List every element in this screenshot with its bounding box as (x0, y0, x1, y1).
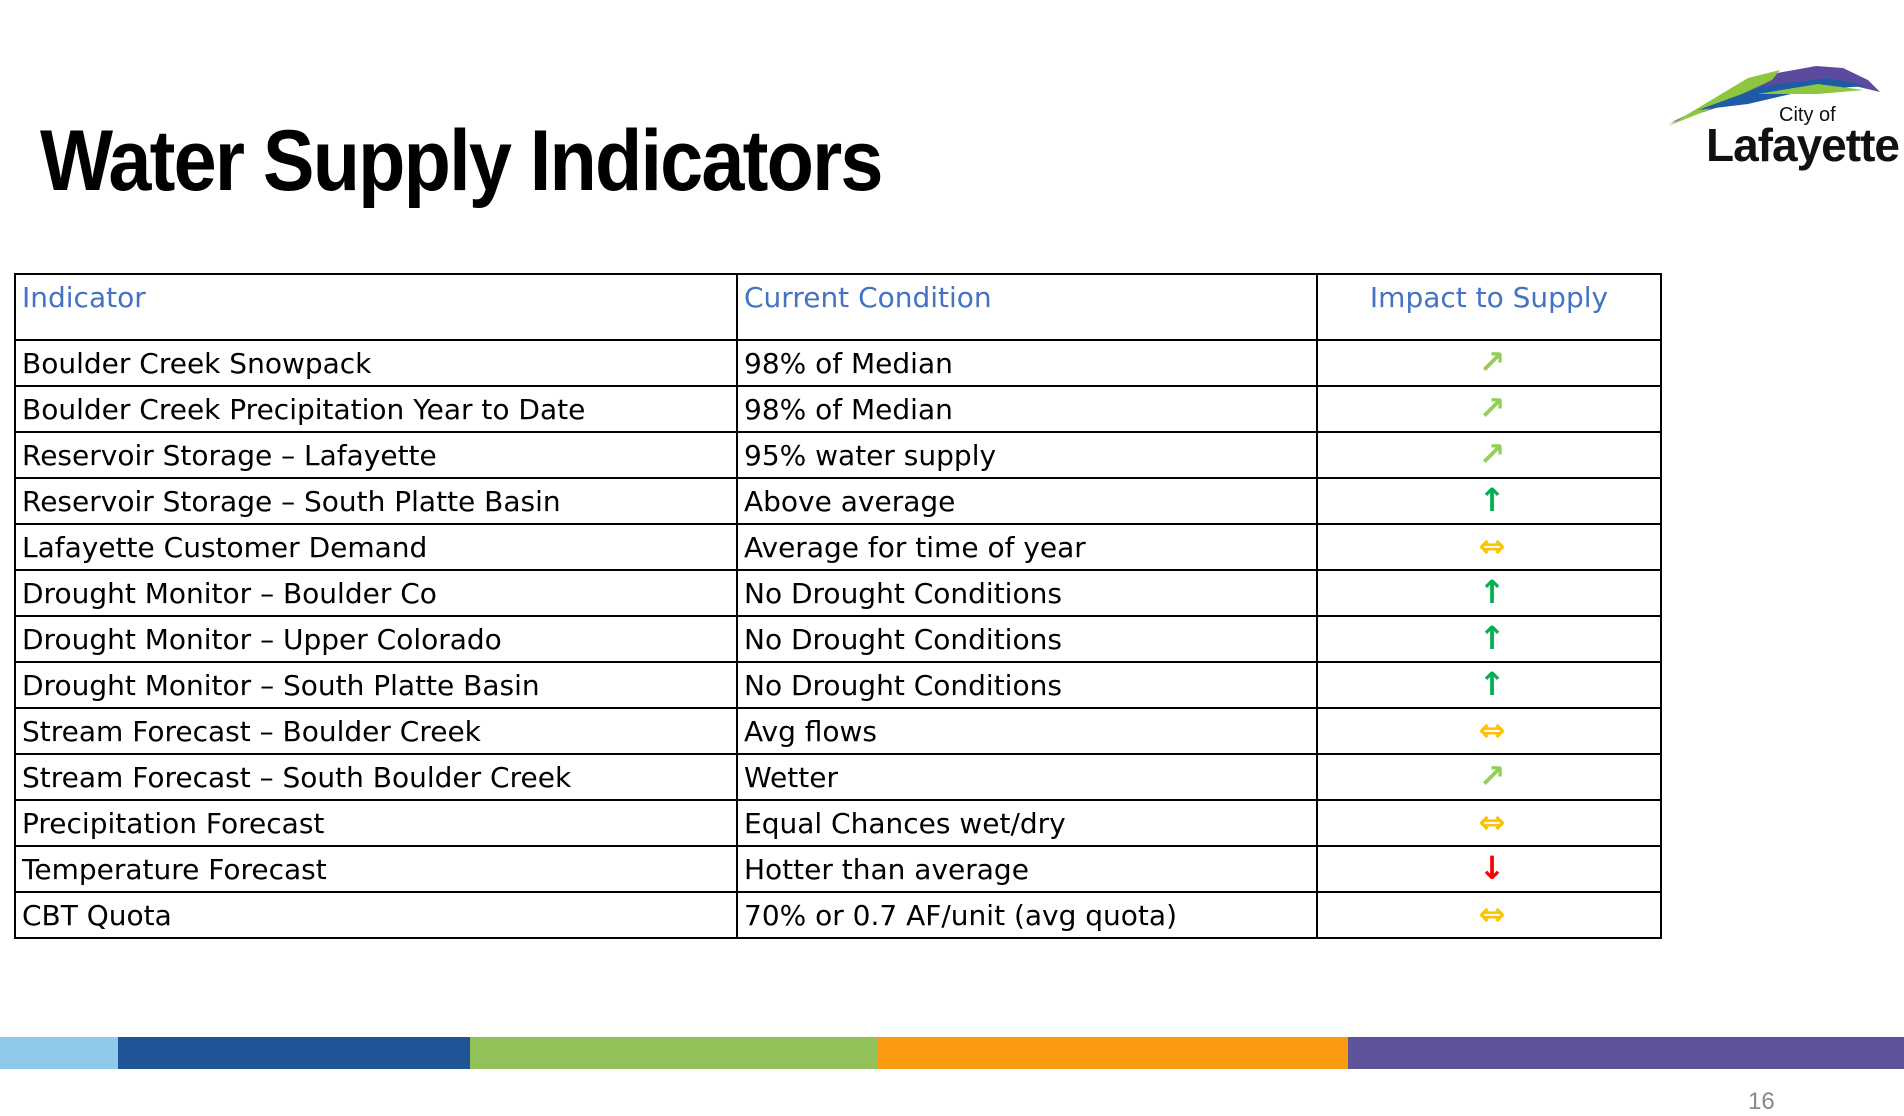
footer-bar-segment (878, 1037, 1348, 1069)
condition-cell: 95% water supply (737, 432, 1317, 478)
condition-cell: No Drought Conditions (737, 616, 1317, 662)
page-number: 16 (1748, 1088, 1775, 1116)
impact-cell: ⇔ (1317, 892, 1661, 938)
city-logo: City of Lafayette (1668, 64, 1904, 174)
up-arrow-icon: ↑ (1479, 668, 1506, 700)
impact-cell: ↑ (1317, 570, 1661, 616)
up-arrow-icon: ↑ (1479, 576, 1506, 608)
condition-cell: Avg flows (737, 708, 1317, 754)
indicator-cell: Reservoir Storage – Lafayette (15, 432, 737, 478)
table-row: Boulder Creek Precipitation Year to Date… (15, 386, 1661, 432)
footer-bar-segment (118, 1037, 470, 1069)
table-row: Precipitation Forecast Equal Chances wet/… (15, 800, 1661, 846)
footer-bar-segment (1348, 1037, 1904, 1069)
condition-cell: 98% of Median (737, 340, 1317, 386)
table-row: CBT Quota 70% or 0.7 AF/unit (avg quota) ⇔ (15, 892, 1661, 938)
condition-cell: No Drought Conditions (737, 662, 1317, 708)
table-row: Stream Forecast – South Boulder Creek Wet… (15, 754, 1661, 800)
up-right-arrow-icon: ↗ (1479, 392, 1506, 424)
impact-cell: ↗ (1317, 386, 1661, 432)
up-right-arrow-icon: ↗ (1479, 760, 1506, 792)
indicators-table: Indicator Current Condition Impact to Su… (14, 273, 1662, 939)
up-arrow-icon: ↑ (1479, 622, 1506, 654)
indicator-cell: Reservoir Storage – South Platte Basin (15, 478, 737, 524)
header-indicator: Indicator (15, 274, 737, 340)
footer-bar-segment (470, 1037, 878, 1069)
condition-cell: Hotter than average (737, 846, 1317, 892)
condition-cell: 70% or 0.7 AF/unit (avg quota) (737, 892, 1317, 938)
indicator-cell: Drought Monitor – Boulder Co (15, 570, 737, 616)
impact-cell: ↗ (1317, 432, 1661, 478)
indicator-cell: Precipitation Forecast (15, 800, 737, 846)
impact-cell: ↑ (1317, 478, 1661, 524)
table-row: Lafayette Customer Demand Average for tim… (15, 524, 1661, 570)
impact-cell: ↓ (1317, 846, 1661, 892)
impact-cell: ⇔ (1317, 524, 1661, 570)
condition-cell: Wetter (737, 754, 1317, 800)
slide-title: Water Supply Indicators (40, 118, 882, 204)
table-header-row: Indicator Current Condition Impact to Su… (15, 274, 1661, 340)
impact-cell: ↑ (1317, 616, 1661, 662)
impact-cell: ⇔ (1317, 708, 1661, 754)
table-row: Drought Monitor – South Platte Basin No D… (15, 662, 1661, 708)
impact-cell: ↗ (1317, 754, 1661, 800)
table-row: Drought Monitor – Upper Colorado No Droug… (15, 616, 1661, 662)
table-row: Temperature Forecast Hotter than average ↓ (15, 846, 1661, 892)
logo-name-text: Lafayette (1706, 118, 1899, 172)
indicator-cell: CBT Quota (15, 892, 737, 938)
impact-cell: ⇔ (1317, 800, 1661, 846)
up-right-arrow-icon: ↗ (1479, 438, 1506, 470)
left-right-arrow-icon: ⇔ (1479, 806, 1506, 838)
up-right-arrow-icon: ↗ (1479, 346, 1506, 378)
condition-cell: Average for time of year (737, 524, 1317, 570)
header-current-condition: Current Condition (737, 274, 1317, 340)
indicator-cell: Drought Monitor – Upper Colorado (15, 616, 737, 662)
header-impact-to-supply: Impact to Supply (1317, 274, 1661, 340)
table-row: Stream Forecast – Boulder Creek Avg flows… (15, 708, 1661, 754)
indicator-cell: Stream Forecast – South Boulder Creek (15, 754, 737, 800)
table-row: Boulder Creek Snowpack 98% of Median ↗ (15, 340, 1661, 386)
up-arrow-icon: ↑ (1479, 484, 1506, 516)
condition-cell: 98% of Median (737, 386, 1317, 432)
indicator-cell: Stream Forecast – Boulder Creek (15, 708, 737, 754)
slide: Water Supply Indicators City of Lafayett… (0, 0, 1904, 1106)
condition-cell: No Drought Conditions (737, 570, 1317, 616)
down-arrow-icon: ↓ (1479, 852, 1506, 884)
left-right-arrow-icon: ⇔ (1479, 898, 1506, 930)
table-row: Drought Monitor – Boulder Co No Drought C… (15, 570, 1661, 616)
condition-cell: Above average (737, 478, 1317, 524)
indicator-cell: Lafayette Customer Demand (15, 524, 737, 570)
footer-bar-segment (0, 1037, 118, 1069)
table-row: Reservoir Storage – South Platte Basin Ab… (15, 478, 1661, 524)
table-row: Reservoir Storage – Lafayette 95% water s… (15, 432, 1661, 478)
indicator-cell: Boulder Creek Precipitation Year to Date (15, 386, 737, 432)
left-right-arrow-icon: ⇔ (1479, 714, 1506, 746)
impact-cell: ↗ (1317, 340, 1661, 386)
indicator-cell: Temperature Forecast (15, 846, 737, 892)
impact-cell: ↑ (1317, 662, 1661, 708)
indicator-cell: Drought Monitor – South Platte Basin (15, 662, 737, 708)
indicator-cell: Boulder Creek Snowpack (15, 340, 737, 386)
left-right-arrow-icon: ⇔ (1479, 530, 1506, 562)
condition-cell: Equal Chances wet/dry (737, 800, 1317, 846)
